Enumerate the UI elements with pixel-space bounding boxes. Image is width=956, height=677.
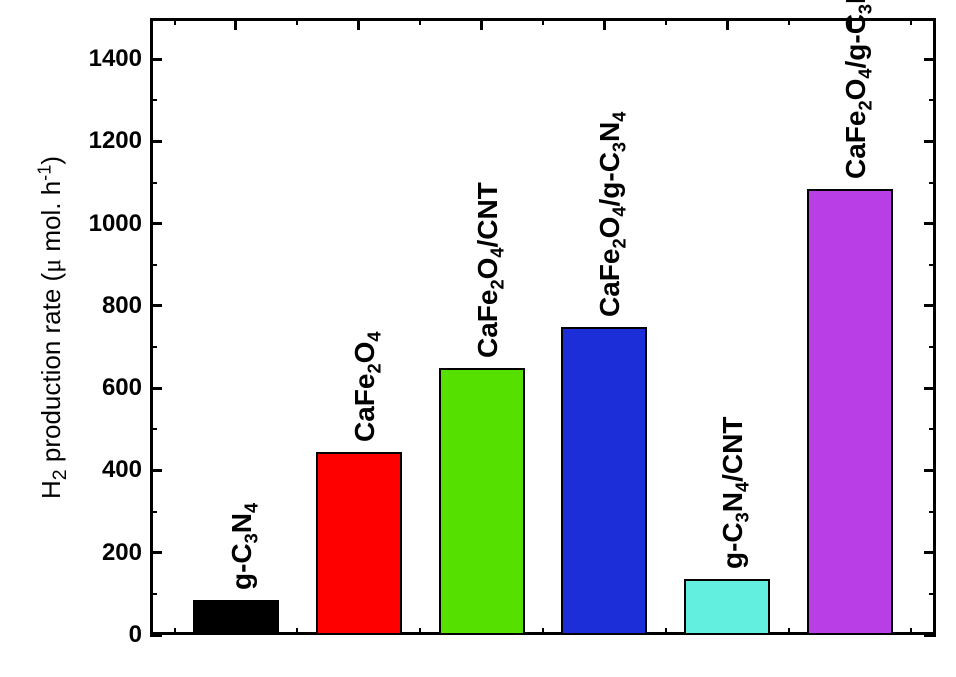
ytick-label: 600 bbox=[72, 374, 142, 402]
ytick-label: 1200 bbox=[72, 127, 142, 155]
xtick-major-top bbox=[357, 18, 360, 30]
ytick-minor-right bbox=[929, 428, 936, 430]
ytick-minor-right bbox=[929, 346, 936, 348]
ytick-minor-right bbox=[929, 511, 936, 513]
ytick-minor bbox=[150, 428, 157, 430]
ytick-major-right bbox=[924, 304, 936, 307]
bar bbox=[439, 368, 525, 635]
xtick-minor-top bbox=[296, 18, 298, 25]
ytick-major-right bbox=[924, 551, 936, 554]
xtick-minor-top bbox=[910, 18, 912, 25]
bar-label-text: g-C3N4 bbox=[226, 503, 257, 590]
bar-label-text: g-C3N4/CNT bbox=[717, 417, 748, 569]
bar-label-text: CaFe2O4/g-C3N4/CNT bbox=[840, 0, 871, 179]
ytick-label: 800 bbox=[72, 292, 142, 320]
ytick-major bbox=[150, 634, 162, 637]
ytick-minor-right bbox=[929, 99, 936, 101]
xtick-minor bbox=[296, 628, 298, 635]
ytick-major-right bbox=[924, 634, 936, 637]
frame-right bbox=[933, 18, 936, 635]
bar-label-text: CaFe2O4/g-C3N4 bbox=[594, 111, 625, 316]
bar-label: g-C3N4/CNT bbox=[717, 417, 749, 569]
xtick-minor-top bbox=[419, 18, 421, 25]
ytick-major bbox=[150, 387, 162, 390]
frame-left bbox=[150, 18, 153, 635]
ytick-minor-right bbox=[929, 593, 936, 595]
ytick-major bbox=[150, 222, 162, 225]
xtick-major-top bbox=[603, 18, 606, 30]
bar bbox=[193, 600, 279, 635]
ytick-major-right bbox=[924, 222, 936, 225]
ytick-major bbox=[150, 551, 162, 554]
xtick-major-top bbox=[726, 18, 729, 30]
ytick-minor bbox=[150, 593, 157, 595]
ytick-label: 200 bbox=[72, 539, 142, 567]
bar bbox=[807, 189, 893, 635]
xtick-minor bbox=[665, 628, 667, 635]
xtick-minor-top bbox=[665, 18, 667, 25]
ytick-label: 0 bbox=[72, 621, 142, 649]
ytick-major bbox=[150, 140, 162, 143]
ytick-label: 1000 bbox=[72, 210, 142, 238]
bar-label: CaFe2O4/CNT bbox=[472, 182, 504, 358]
xtick-minor bbox=[788, 628, 790, 635]
chart-stage: g-C3N4 CaFe2O4 CaFe2O4/CNT CaFe2O4/g-C3N4 g-… bbox=[0, 0, 956, 677]
ytick-minor bbox=[150, 182, 157, 184]
ytick-minor bbox=[150, 346, 157, 348]
ytick-major bbox=[150, 304, 162, 307]
ytick-major-right bbox=[924, 58, 936, 61]
ytick-minor-right bbox=[929, 264, 936, 266]
ytick-minor bbox=[150, 99, 157, 101]
xtick-minor-top bbox=[788, 18, 790, 25]
bar-label: CaFe2O4/g-C3N4/CNT bbox=[840, 0, 872, 179]
bar bbox=[316, 452, 402, 635]
ytick-major-right bbox=[924, 469, 936, 472]
bar-label: CaFe2O4 bbox=[349, 331, 381, 442]
ytick-major bbox=[150, 469, 162, 472]
ytick-major-right bbox=[924, 387, 936, 390]
ytick-label: 400 bbox=[72, 456, 142, 484]
xtick-minor bbox=[419, 628, 421, 635]
ytick-major-right bbox=[924, 140, 936, 143]
bar-label: CaFe2O4/g-C3N4 bbox=[594, 111, 626, 316]
xtick-minor bbox=[542, 628, 544, 635]
xtick-minor-top bbox=[174, 18, 176, 25]
ytick-label: 1400 bbox=[72, 45, 142, 73]
bar-label: g-C3N4 bbox=[226, 503, 258, 590]
ytick-minor bbox=[150, 511, 157, 513]
ytick-minor-right bbox=[929, 182, 936, 184]
bar-label-text: CaFe2O4 bbox=[349, 331, 380, 442]
bar-label-text: CaFe2O4/CNT bbox=[472, 182, 503, 358]
plot-area: g-C3N4 CaFe2O4 CaFe2O4/CNT CaFe2O4/g-C3N4 g-… bbox=[150, 18, 936, 635]
xtick-minor bbox=[174, 628, 176, 635]
xtick-major-top bbox=[234, 18, 237, 30]
bar bbox=[561, 327, 647, 636]
bar bbox=[684, 579, 770, 635]
ytick-minor bbox=[150, 264, 157, 266]
y-axis-label: H2 production rate (μ mol. h-1) bbox=[36, 156, 67, 499]
xtick-major-top bbox=[480, 18, 483, 30]
ytick-major bbox=[150, 58, 162, 61]
xtick-minor bbox=[910, 628, 912, 635]
xtick-minor-top bbox=[542, 18, 544, 25]
